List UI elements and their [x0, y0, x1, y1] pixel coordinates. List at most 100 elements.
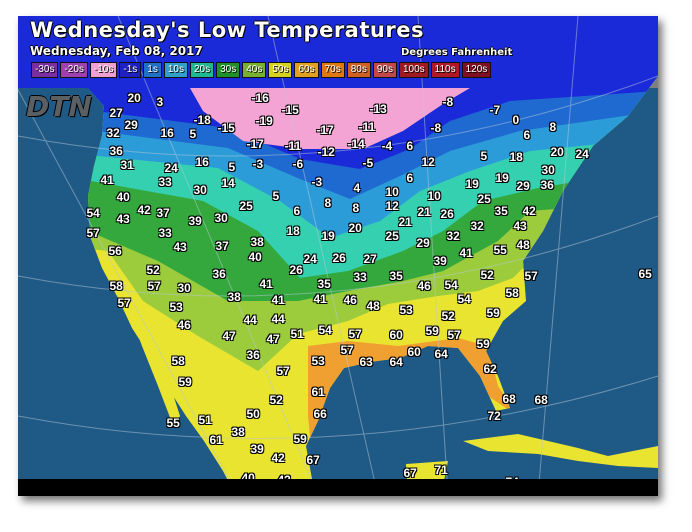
temperature-label: 58: [109, 278, 123, 293]
temperature-label: 36: [540, 177, 554, 192]
temperature-label: 26: [440, 206, 454, 221]
temperature-label: 25: [477, 191, 491, 206]
temperature-label: -3: [252, 156, 264, 171]
temperature-label: 51: [290, 326, 304, 341]
legend-swatch: 1s: [143, 62, 162, 78]
temperature-label: 71: [434, 462, 448, 477]
temperature-label: -14: [347, 136, 365, 151]
temperature-label: 27: [109, 105, 123, 120]
temperature-label: 36: [212, 266, 226, 281]
temperature-label: 37: [156, 205, 170, 220]
temperature-label: 36: [246, 347, 260, 362]
temperature-label: 26: [289, 262, 303, 277]
legend-swatch: 40s: [242, 62, 267, 78]
map-date: Wednesday, Feb 08, 2017: [30, 44, 203, 58]
weather-map: DTN Wednesday's Low Temperatures Wednesd…: [18, 16, 658, 496]
temperature-label: 5: [272, 188, 280, 203]
temperature-label: 41: [271, 292, 285, 307]
temperature-label: 16: [195, 154, 209, 169]
temperature-label: -17: [246, 136, 264, 151]
temperature-label: 33: [353, 269, 367, 284]
temperature-label: 4: [353, 180, 361, 195]
temperature-label: 54: [318, 322, 332, 337]
temperature-label: -8: [430, 120, 442, 135]
temperature-label: 58: [171, 353, 185, 368]
temperature-label: 51: [198, 412, 212, 427]
temperature-label: 26: [332, 250, 346, 265]
temperature-label: -12: [317, 144, 335, 159]
temperature-label: 30: [541, 162, 555, 177]
temperature-label: 48: [516, 237, 530, 252]
temperature-label: 41: [100, 172, 114, 187]
temperature-label: 62: [483, 361, 497, 376]
temperature-label: 43: [116, 211, 130, 226]
map-title: Wednesday's Low Temperatures: [30, 18, 424, 42]
temperature-label: 6: [406, 170, 414, 185]
temperature-label: 35: [317, 276, 331, 291]
temperature-label: 8: [549, 119, 557, 134]
temperature-map-graphic: [18, 16, 658, 496]
legend-swatch: 60s: [294, 62, 319, 78]
temperature-label: 39: [250, 441, 264, 456]
legend-swatch: 20s: [189, 62, 215, 78]
temperature-label: 6: [406, 138, 414, 153]
temperature-label: -11: [284, 138, 302, 153]
temperature-label: 30: [177, 280, 191, 295]
temperature-label: 54: [457, 291, 471, 306]
temperature-label: 29: [416, 235, 430, 250]
temperature-label: 31: [120, 157, 134, 172]
temperature-label: 53: [311, 353, 325, 368]
temperature-label: -15: [217, 120, 235, 135]
temperature-label: -8: [442, 94, 454, 109]
temperature-label: 21: [417, 204, 431, 219]
temperature-label: 40: [248, 249, 262, 264]
temperature-label: -3: [311, 174, 323, 189]
legend-swatch: -10s: [89, 62, 118, 78]
temperature-label: 35: [494, 203, 508, 218]
temperature-label: -7: [489, 102, 501, 117]
temperature-label: 38: [227, 289, 241, 304]
temperature-label: 19: [465, 176, 479, 191]
temperature-label: 52: [441, 308, 455, 323]
temperature-label: 20: [348, 220, 362, 235]
temperature-label: 60: [389, 327, 403, 342]
temperature-label: -18: [193, 112, 211, 127]
temperature-label: 72: [487, 408, 501, 423]
temperature-label: 41: [259, 276, 273, 291]
temperature-label: 30: [193, 182, 207, 197]
temperature-label: 33: [158, 225, 172, 240]
temperature-label: 54: [444, 277, 458, 292]
temperature-label: 12: [385, 198, 399, 213]
temperature-label: 50: [246, 406, 260, 421]
temperature-label: 20: [127, 90, 141, 105]
temperature-label: 61: [209, 432, 223, 447]
temperature-label: -15: [281, 102, 299, 117]
temperature-label: 42: [271, 450, 285, 465]
temperature-label: 57: [340, 342, 354, 357]
temperature-label: 59: [178, 374, 192, 389]
temperature-label: 18: [286, 223, 300, 238]
temperature-label: 57: [524, 268, 538, 283]
temperature-label: 19: [495, 170, 509, 185]
temperature-label: 55: [493, 242, 507, 257]
dtn-logo: DTN: [26, 90, 92, 123]
temperature-label: -11: [358, 119, 376, 134]
temperature-label: 19: [321, 228, 335, 243]
band-neg10s: [190, 88, 470, 149]
legend-swatch: 70s: [320, 62, 345, 78]
temperature-label: -4: [381, 138, 393, 153]
temperature-label: 46: [343, 292, 357, 307]
temperature-label: 64: [389, 354, 403, 369]
temperature-label: -13: [369, 101, 387, 116]
temperature-label: 32: [106, 125, 120, 140]
temperature-label: 53: [399, 302, 413, 317]
units-label: Degrees Fahrenheit: [401, 47, 513, 58]
temperature-label: 24: [164, 160, 178, 175]
graticule-line: [117, 16, 319, 496]
temperature-label: 61: [311, 384, 325, 399]
temperature-label: 24: [303, 251, 317, 266]
temperature-label: 59: [486, 305, 500, 320]
temperature-label: 5: [189, 126, 197, 141]
temperature-label: 25: [239, 198, 253, 213]
temperature-label: 54: [86, 205, 100, 220]
